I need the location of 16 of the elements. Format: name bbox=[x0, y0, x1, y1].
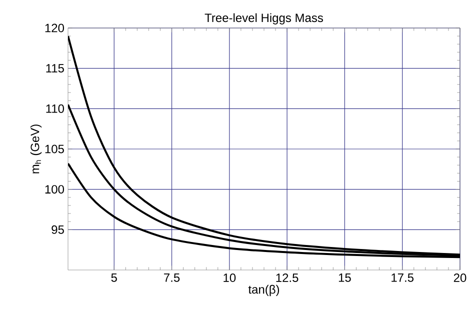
x-tick-label: 17.5 bbox=[392, 274, 414, 282]
y-tick-label: 110 bbox=[46, 104, 64, 113]
x-tick-label: 12.5 bbox=[276, 274, 298, 282]
y-tick-label: 105 bbox=[45, 144, 64, 154]
y-tick-label: 115 bbox=[46, 64, 64, 73]
y-tick-label: 100 bbox=[45, 185, 64, 194]
y-tick-label: 95 bbox=[52, 225, 64, 234]
x-tick-label: 10 bbox=[224, 274, 236, 282]
y-axis-title: m$_{h}$ (GeV) bbox=[30, 124, 42, 174]
y-tick-label: 120 bbox=[45, 24, 64, 32]
x-tick-label: 5 bbox=[111, 274, 117, 282]
x-axis-title: tan(β) bbox=[248, 284, 280, 296]
x-tick-label: 20 bbox=[454, 274, 466, 282]
chart-title: Tree-level Higgs Mass bbox=[204, 13, 323, 24]
x-tick-label: 7.5 bbox=[164, 274, 180, 282]
x-tick-label: 15 bbox=[338, 274, 351, 282]
